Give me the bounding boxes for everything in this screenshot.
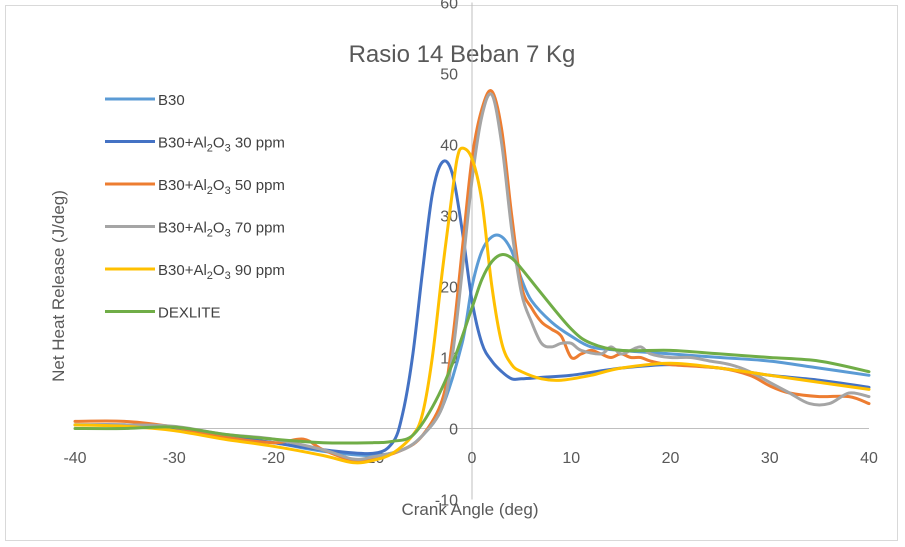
- legend-label-text: B30+Al: [158, 220, 207, 237]
- legend-entry-6: DEXLITE: [105, 305, 221, 322]
- legend-label-text: DEXLITE: [158, 305, 221, 322]
- y-tick-label: -10: [435, 493, 458, 510]
- legend-label-text: O: [213, 220, 225, 237]
- chart-title: Rasio 14 Beban 7 Kg: [349, 41, 576, 68]
- legend-entry-3: B30+Al2O3 50 ppm: [105, 177, 285, 197]
- legend-label-text: B30: [158, 92, 185, 109]
- legend-subscript: 3: [225, 270, 231, 282]
- y-axis-label: Net Heat Release (J/deg): [49, 190, 68, 382]
- legend-label-text: O: [213, 262, 225, 279]
- legend-label-text: 50 ppm: [231, 177, 285, 194]
- legend-label: B30: [158, 92, 185, 109]
- x-tick-label: 20: [662, 450, 680, 467]
- legend-subscript: 2: [207, 143, 213, 155]
- y-tick-label: 20: [440, 280, 458, 297]
- legend-label-text: B30+Al: [158, 262, 207, 279]
- legend-label-text: 90 ppm: [231, 262, 285, 279]
- legend-label-text: O: [213, 135, 225, 152]
- x-tick-label: -20: [262, 450, 285, 467]
- legend-label-text: 70 ppm: [231, 220, 285, 237]
- x-axis-label: Crank Angle (deg): [401, 500, 538, 519]
- x-tick-label: 10: [562, 450, 580, 467]
- x-tick-label: 0: [468, 450, 477, 467]
- series-line-4: [73, 92, 871, 461]
- legend-subscript: 3: [225, 228, 231, 240]
- legend-subscript: 3: [225, 185, 231, 197]
- chart-frame: [5, 5, 898, 541]
- legend-subscript: 2: [207, 270, 213, 282]
- y-tick-label: 60: [440, 0, 458, 13]
- axes: [75, 2, 869, 500]
- legend-entry-4: B30+Al2O3 70 ppm: [105, 220, 285, 240]
- legend-label-text: 30 ppm: [231, 135, 285, 152]
- legend-entry-5: B30+Al2O3 90 ppm: [105, 262, 285, 282]
- legend-subscript: 3: [225, 143, 231, 155]
- y-tick-label: 40: [440, 138, 458, 155]
- x-tick-label: -40: [63, 450, 86, 467]
- legend-entry-2: B30+Al2O3 30 ppm: [105, 135, 285, 155]
- x-tick-label: -30: [163, 450, 186, 467]
- x-tick-label: 40: [860, 450, 878, 467]
- legend-label: B30+Al2O3 90 ppm: [158, 262, 285, 282]
- series-line-5: [73, 146, 871, 465]
- y-tick-label: 0: [449, 422, 458, 439]
- legend-entry-1: B30: [105, 92, 185, 109]
- legend-label-text: B30+Al: [158, 135, 207, 152]
- legend-label-text: B30+Al: [158, 177, 207, 194]
- legend-label: DEXLITE: [158, 305, 221, 322]
- legend-subscript: 2: [207, 185, 213, 197]
- series-line-6: [73, 252, 871, 445]
- x-tick-label: 30: [761, 450, 779, 467]
- legend-subscript: 2: [207, 228, 213, 240]
- plot-area: [73, 89, 871, 465]
- legend-label-text: O: [213, 177, 225, 194]
- legend-label: B30+Al2O3 50 ppm: [158, 177, 285, 197]
- legend-label: B30+Al2O3 30 ppm: [158, 135, 285, 155]
- legend-label: B30+Al2O3 70 ppm: [158, 220, 285, 240]
- y-tick-label: 50: [440, 67, 458, 84]
